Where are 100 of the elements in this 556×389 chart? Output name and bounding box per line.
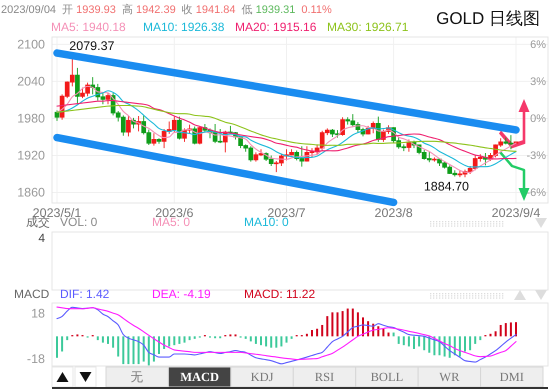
chart-title: MACD xyxy=(14,287,50,301)
y-tick-label: 1920 xyxy=(17,148,46,162)
bar xyxy=(398,336,400,344)
candlestick xyxy=(106,92,110,105)
bar xyxy=(500,324,502,336)
candlestick xyxy=(54,110,60,122)
candlestick xyxy=(156,138,162,144)
candlestick xyxy=(75,67,80,105)
bar xyxy=(188,336,191,340)
bar xyxy=(66,336,68,340)
text: WR xyxy=(439,370,460,384)
bar xyxy=(290,336,293,339)
bar xyxy=(515,322,517,336)
bar xyxy=(286,336,288,343)
bar xyxy=(510,322,512,336)
line-series xyxy=(56,104,517,152)
y-tick-label: 1980 xyxy=(17,111,46,126)
bar xyxy=(408,336,410,346)
text: KDJ xyxy=(250,370,274,384)
y2-tick-label: -6% xyxy=(526,187,546,200)
y-tick-label: -18 xyxy=(26,352,46,366)
bar xyxy=(402,336,405,346)
bar xyxy=(138,336,140,364)
bar xyxy=(490,334,492,336)
bar xyxy=(244,336,247,339)
bar xyxy=(270,336,272,348)
bar xyxy=(194,336,196,339)
bar xyxy=(173,336,176,346)
y2-tick-label: -3% xyxy=(526,150,546,162)
bar xyxy=(418,336,420,346)
bar xyxy=(413,336,415,349)
text: 开 1939.93 xyxy=(62,4,116,16)
text: DMI xyxy=(500,370,524,384)
bar xyxy=(280,336,282,346)
bar xyxy=(392,332,395,336)
bar xyxy=(168,336,170,346)
bar xyxy=(326,316,328,336)
bar xyxy=(458,336,461,357)
bar xyxy=(56,336,58,358)
bar xyxy=(423,336,426,350)
bar xyxy=(61,336,64,352)
bar xyxy=(275,336,278,348)
text: 低 1939.31 xyxy=(242,4,296,16)
series-label: DIF: 1.42 xyxy=(60,287,110,301)
y-tick-label: 2040 xyxy=(17,74,46,88)
candlestick xyxy=(162,128,166,149)
candlestick xyxy=(406,138,412,152)
bar xyxy=(321,324,324,336)
bar xyxy=(346,308,349,336)
text: DEA: -4.19 xyxy=(152,287,212,301)
series-label: MACD: 11.22 xyxy=(244,287,316,301)
bar xyxy=(142,336,145,362)
x-tick-label: 2023/9/4 xyxy=(492,206,540,220)
text: 无 xyxy=(130,370,144,384)
text: 0.11% xyxy=(301,4,332,16)
text: 高 1942.39 xyxy=(122,3,176,16)
bar xyxy=(494,331,497,336)
text: 4 xyxy=(38,231,46,245)
bar xyxy=(504,323,507,336)
bar xyxy=(382,328,384,336)
text: MA20: 1915.16 xyxy=(235,20,317,34)
bar xyxy=(474,336,476,344)
annotation: 2079.37 xyxy=(69,39,115,54)
bar xyxy=(102,336,104,343)
bar xyxy=(265,336,268,346)
bar xyxy=(306,334,308,336)
text: MA30: 1926.71 xyxy=(327,20,409,34)
bar xyxy=(311,330,313,336)
bar xyxy=(479,336,482,340)
candlestick xyxy=(126,116,131,137)
bar xyxy=(352,308,354,336)
text: 2023/09/04 xyxy=(1,4,56,16)
text: MA10: 1926.38 xyxy=(143,20,225,34)
text: BOLL xyxy=(370,370,404,384)
bar xyxy=(428,336,430,353)
bar xyxy=(469,336,472,350)
y-tick-label: 18 xyxy=(31,306,46,321)
bar xyxy=(342,311,344,336)
y-tick-label: 1860 xyxy=(17,186,46,200)
bar xyxy=(260,336,262,346)
bar xyxy=(158,336,160,354)
bar xyxy=(127,336,130,364)
bar xyxy=(336,312,338,336)
bar xyxy=(96,336,99,340)
candlestick xyxy=(152,132,156,146)
chart-title: GOLD 日线图 xyxy=(436,9,540,28)
text: 收 1941.84 xyxy=(182,4,236,16)
y2-tick-label: 6% xyxy=(530,38,546,51)
candlestick xyxy=(432,156,437,162)
bar xyxy=(331,312,334,336)
annotation: 1884.70 xyxy=(424,179,470,194)
text: MACD xyxy=(180,370,220,384)
bar xyxy=(132,336,134,364)
bar xyxy=(178,336,180,344)
bar xyxy=(117,336,120,357)
bar xyxy=(112,336,114,348)
y2-tick-label: 3% xyxy=(530,76,546,88)
candlestick xyxy=(177,116,182,140)
text: MA5: 1940.18 xyxy=(51,20,126,34)
bar xyxy=(356,312,359,336)
